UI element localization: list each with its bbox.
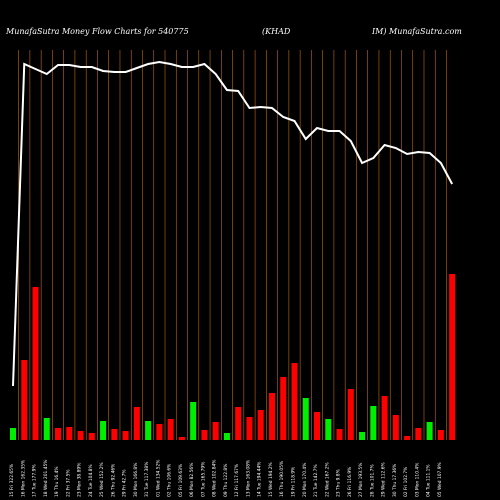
x-tick-label: 07 Tue 165.79%	[200, 462, 206, 497]
x-tick-label: 06 Mon 82.56%	[189, 463, 195, 497]
bar	[201, 430, 208, 440]
bar	[100, 421, 107, 440]
x-tick-label: 09 Thu 122.8%	[223, 464, 229, 497]
bar	[359, 432, 366, 440]
bar	[178, 437, 185, 440]
x-tick-label: 19 Fri 118.9%	[291, 467, 297, 497]
bar	[111, 429, 118, 440]
x-tick-label: 14 Tue 194.44%	[257, 462, 263, 497]
line-series	[12, 60, 454, 387]
x-tick-label: 01 Wed 134.52%	[155, 460, 161, 498]
grid-lines	[18, 50, 447, 440]
x-tick-label: 08 Wed 102.84%	[212, 460, 218, 498]
bar	[77, 431, 84, 440]
x-tick-label: 13 Mon 163.08%	[245, 460, 251, 497]
bar	[190, 402, 197, 440]
x-tick-label: 21 Tue 142.7%	[313, 464, 319, 497]
x-tick-label: 20 Mon 170.4%	[302, 463, 308, 497]
x-tick-label: 22 Fri 37.5%	[65, 469, 71, 497]
bar	[280, 377, 287, 440]
bar	[167, 419, 174, 440]
x-tick-label: 05 Fri 109.63%	[178, 464, 184, 497]
bar-series	[10, 274, 456, 440]
chart-header-mid: (KHAD	[262, 27, 291, 36]
bar	[235, 407, 242, 440]
bar	[381, 396, 388, 440]
x-tick-label: 24 Tue 104.8%	[88, 464, 94, 497]
x-tick-label: 26 Thu 92.46%	[110, 464, 116, 497]
x-tick-label: 23 Thu 9.8%	[336, 469, 342, 497]
x-tick-label: 15 Wed 194.2%	[268, 462, 274, 497]
x-tick-label: 29 Fri 42.7%	[122, 469, 128, 497]
x-tick-label: 02 Thu 106.6%	[167, 464, 173, 497]
bar	[325, 419, 332, 440]
x-tick-label: 03 Mon 110.4%	[414, 463, 420, 497]
bar	[88, 433, 95, 440]
x-tick-label: 22 Wed 167.2%	[324, 462, 330, 497]
bar	[426, 422, 433, 440]
x-tick-label: 26 Fri 116.9%	[347, 467, 353, 497]
bar	[314, 412, 321, 440]
x-tick-label: 04 Tue 111.1%	[426, 464, 432, 497]
x-tick-label: 27 Mon 193.5%	[358, 463, 364, 497]
bar	[10, 428, 16, 440]
x-tick-label: 12 Fri 117.67%	[234, 464, 240, 497]
bar	[268, 393, 275, 440]
bar	[415, 428, 422, 440]
bar	[156, 424, 163, 440]
bar	[392, 415, 399, 440]
x-tick-label: 18 Wed 201.45%	[43, 460, 49, 498]
bar	[291, 363, 298, 440]
bar	[43, 418, 50, 440]
bar	[257, 410, 264, 440]
x-tick-label: 29 Wed 112.6%	[381, 462, 387, 497]
bar	[302, 398, 309, 440]
bar	[133, 407, 140, 440]
chart-header-left: MunafaSutra Money Flow Charts for 540775	[5, 27, 189, 36]
bar	[223, 433, 230, 440]
bar	[246, 417, 253, 440]
bar	[145, 421, 152, 440]
x-tick-label: 30 Mon 166.8%	[133, 463, 139, 497]
x-tick-label: 16 Mon 162.35%	[20, 460, 26, 497]
bar	[122, 431, 129, 440]
chart-header-right: IM) MunafaSutra.com	[371, 27, 462, 36]
x-tick-label: 23 Mon 38.89%	[77, 463, 83, 497]
bar	[21, 360, 28, 440]
line-series-path	[12, 60, 454, 387]
x-tick-label: 25 Wed 152.2%	[99, 462, 105, 497]
x-tick-label: 05 Wed 107.9%	[437, 462, 443, 497]
x-tick-label: 30 Thu 17.36%	[392, 464, 398, 497]
bar	[32, 287, 39, 440]
x-tick-label: 16 Thu 190.05%	[279, 461, 285, 497]
bar	[449, 274, 456, 440]
x-tick-label: 19 Thu 16.4%	[54, 466, 60, 497]
bar	[66, 427, 73, 440]
x-tick-label: 17 Tue 177.9%	[32, 464, 38, 497]
bar	[55, 428, 62, 440]
bar	[404, 436, 411, 440]
bar	[437, 430, 444, 440]
bar	[347, 389, 354, 440]
x-tick-label: 28 Tue 101.7%	[369, 464, 375, 497]
x-tick-label: 15 Fri 322.65%	[9, 464, 15, 497]
x-tick-label: 02 Fri 102.7%	[403, 467, 409, 497]
x-tick-label: 31 Tue 117.38%	[144, 462, 150, 497]
bar	[336, 429, 343, 440]
bar	[212, 422, 219, 440]
x-tick-labels: 15 Fri 322.65% 16 Mon 162.35% 17 Tue 177.9…	[9, 460, 443, 498]
bar	[370, 406, 377, 440]
